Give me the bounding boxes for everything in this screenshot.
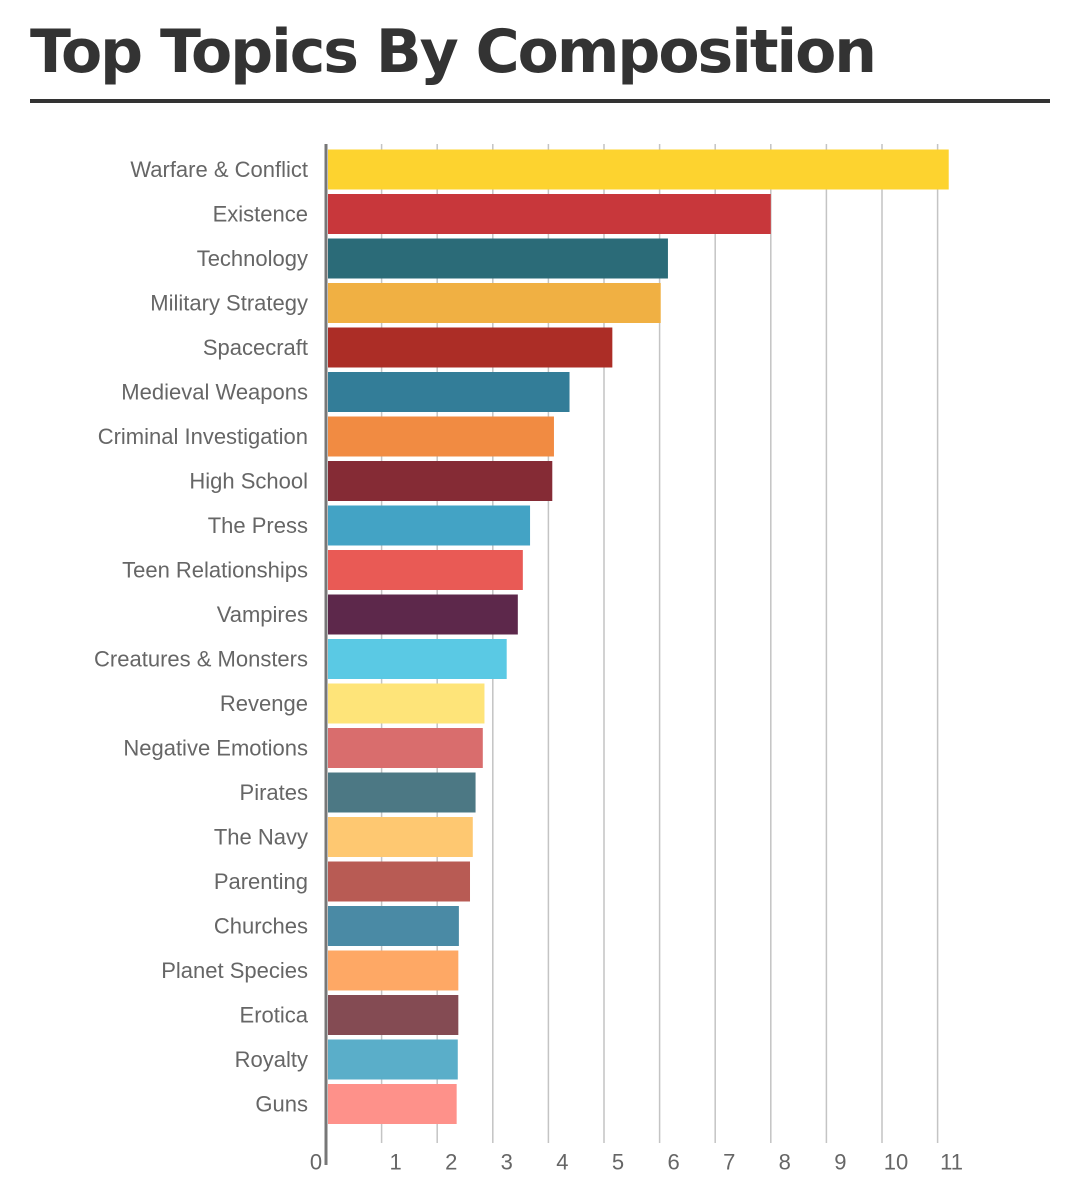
x-tick-label: 4 [556, 1150, 568, 1175]
category-label: Pirates [240, 780, 308, 805]
bar [328, 861, 471, 902]
bar [328, 550, 523, 590]
category-label: Royalty [235, 1047, 308, 1072]
x-tick-label: 6 [667, 1150, 679, 1175]
category-label: Negative Emotions [123, 736, 308, 761]
x-tick-label: 10 [884, 1150, 908, 1175]
title-underline [30, 99, 1050, 103]
category-label: The Press [208, 513, 308, 538]
x-tick-label: 11 [940, 1150, 963, 1175]
x-tick-label: 3 [501, 1150, 513, 1175]
bar [328, 1084, 457, 1124]
category-label: Technology [197, 246, 308, 271]
bar [328, 283, 661, 323]
x-tick-label: 2 [445, 1150, 457, 1175]
category-label: Military Strategy [150, 291, 308, 316]
category-label: The Navy [214, 825, 308, 850]
bar [328, 238, 668, 279]
category-label: Erotica [240, 1003, 309, 1028]
bar [328, 372, 570, 412]
category-label: Guns [255, 1092, 308, 1117]
bar [328, 772, 476, 813]
category-label: Planet Species [161, 958, 308, 983]
bar [328, 639, 507, 679]
bars [328, 149, 949, 1124]
x-tick-label: 7 [723, 1150, 735, 1175]
category-label: Creatures & Monsters [94, 647, 308, 672]
category-label: Spacecraft [203, 335, 308, 360]
category-label: Criminal Investigation [98, 424, 308, 449]
category-label: Existence [213, 202, 308, 227]
x-axis-ticks: 0 1 2 3 4 5 6 7 8 9 10 11 [310, 1150, 963, 1175]
x-tick-label: 8 [779, 1150, 791, 1175]
bar [328, 817, 473, 857]
bar [328, 194, 771, 234]
x-tick-label: 5 [612, 1150, 624, 1175]
chart-title: Top Topics By Composition [30, 17, 877, 87]
bar [328, 416, 554, 457]
bar [328, 995, 459, 1035]
category-label: Vampires [217, 602, 308, 627]
bar [328, 950, 459, 991]
category-label: Revenge [220, 691, 308, 716]
category-label: High School [189, 469, 308, 494]
category-label: Warfare & Conflict [130, 157, 308, 182]
bar [328, 505, 531, 546]
category-labels: Warfare & Conflict Existence Technology Mil… [94, 157, 309, 1117]
category-label: Churches [214, 914, 308, 939]
x-tick-label: 1 [389, 1150, 401, 1175]
bar [328, 327, 613, 368]
bar [328, 594, 518, 635]
x-tick-label: 9 [834, 1150, 846, 1175]
category-label: Medieval Weapons [121, 380, 308, 405]
category-label: Parenting [214, 869, 308, 894]
bar [328, 906, 459, 946]
bar [328, 683, 485, 724]
bar [328, 1039, 458, 1080]
bar [328, 149, 949, 190]
bar [328, 461, 553, 501]
x-tick-label: 0 [310, 1150, 322, 1175]
category-label: Teen Relationships [122, 558, 308, 583]
bar [328, 728, 483, 768]
